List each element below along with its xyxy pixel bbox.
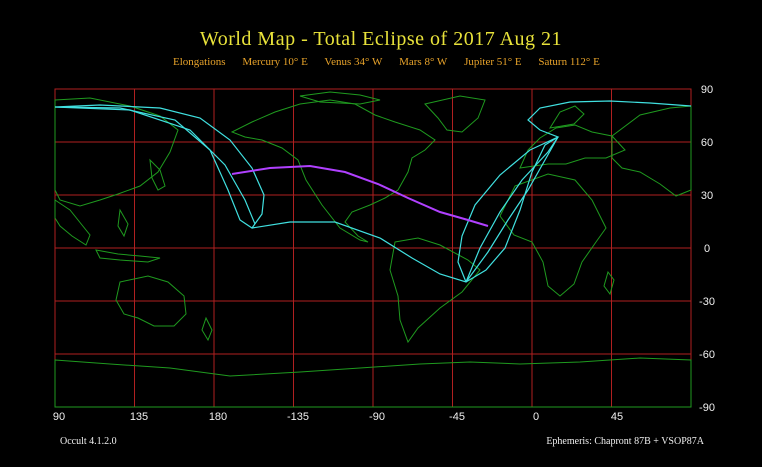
lat-label-30: 30 [701,190,713,202]
elongation-venus: Venus 34° W [324,56,383,68]
ephemeris-info: Ephemeris: Chapront 87B + VSOP87A [546,436,704,447]
lat-label-90: 90 [701,84,713,96]
elongation-saturn: Saturn 112° E [538,56,600,68]
lon-label-0: 0 [533,411,539,423]
elongation-jupiter: Jupiter 51° E [464,56,522,68]
elongations-line: Elongations Mercury 10° E Venus 34° W Ma… [173,56,614,68]
lon-label-90: 90 [53,411,65,423]
lon-label-m135: -135 [287,411,309,423]
elongation-mars: Mars 8° W [399,56,448,68]
elongations-label: Elongations [173,56,226,68]
lon-label-m45: -45 [449,411,465,423]
lat-label-m30: -30 [699,296,715,308]
lon-label-135: 135 [130,411,148,423]
elongation-mercury: Mercury 10° E [242,56,308,68]
lat-label-60: 60 [701,137,713,149]
lat-label-0: 0 [704,243,710,255]
lon-label-m90: -90 [369,411,385,423]
longitude-labels: 90 135 180 -135 -90 -45 0 45 [53,411,623,423]
coastlines [54,91,692,408]
central-line [231,164,489,227]
lat-label-m90: -90 [699,402,715,414]
lon-label-45: 45 [611,411,623,423]
graticule [55,89,691,407]
software-version: Occult 4.1.2.0 [60,436,117,447]
lat-label-m60: -60 [699,349,715,361]
latitude-labels: 90 60 30 0 -30 -60 -90 [699,84,715,414]
lon-label-180: 180 [209,411,227,423]
eclipse-limits [54,100,692,283]
map-title: World Map - Total Eclipse of 2017 Aug 21 [199,28,563,50]
